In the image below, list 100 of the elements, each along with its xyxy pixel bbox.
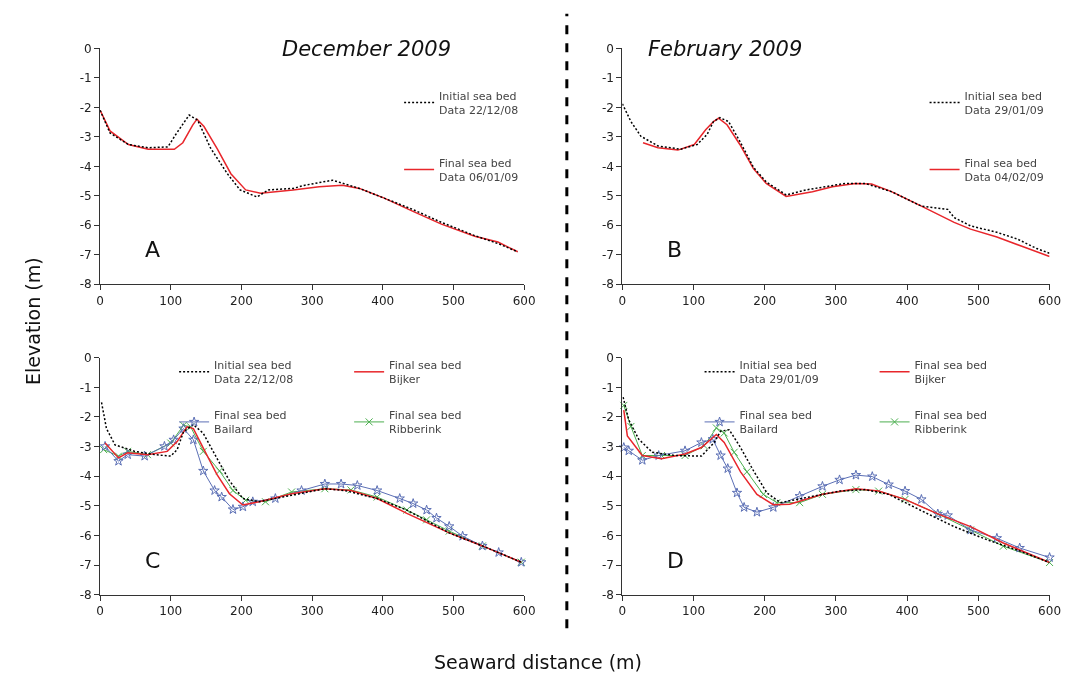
point (751, 506, 763, 517)
point (883, 479, 894, 490)
y-tick-label: -4 (79, 469, 92, 484)
point (422, 515, 431, 524)
point (287, 487, 296, 496)
y-tick-label: -3 (79, 439, 92, 454)
point (991, 532, 1003, 543)
point (122, 449, 133, 460)
point (834, 474, 845, 485)
point (867, 471, 878, 482)
annotation: B (667, 237, 683, 262)
y-tick-label: -6 (79, 528, 92, 543)
point (794, 490, 805, 501)
point (999, 542, 1008, 551)
y-tick-label: -5 (79, 499, 92, 514)
y-tick-label: -6 (601, 528, 614, 543)
x-tick-label: 400 (895, 604, 919, 619)
y-tick-label: 0 (83, 41, 92, 56)
y-tick-label: -6 (79, 218, 92, 233)
legend-label: Final sea bed Data 06/01/09 (439, 156, 519, 184)
x-tick-label: 100 (159, 293, 183, 308)
point (696, 437, 707, 447)
point (296, 485, 307, 495)
legend-label: Final sea bed Ribberink (389, 409, 462, 437)
point (916, 493, 927, 504)
point (215, 466, 224, 475)
point (228, 486, 237, 495)
y-tick-label: -8 (79, 277, 92, 292)
point (237, 501, 249, 512)
y-tick-label: -4 (601, 159, 614, 174)
legend-label: Final sea bed Data 04/02/09 (964, 156, 1044, 184)
y-tick-label: -2 (601, 410, 614, 425)
point (874, 487, 883, 496)
y-tick-label: -1 (601, 71, 614, 86)
y-tick-label: -5 (79, 189, 92, 203)
x-tick-label: 600 (1038, 293, 1062, 308)
point (722, 463, 733, 474)
x-tick-label: 200 (230, 293, 253, 308)
point (99, 440, 111, 451)
y-tick-label: -7 (79, 247, 92, 262)
x-tick-label: 0 (96, 604, 104, 619)
legend-label: Final sea bed Bijker (389, 358, 462, 387)
line-series (642, 117, 1050, 258)
legend-label: Initial sea bed Data 22/12/08 (439, 89, 519, 118)
legend-label: Initial sea bed Data 29/01/09 (964, 89, 1044, 118)
x-tick-label: 500 (442, 604, 465, 619)
point (319, 478, 330, 489)
point (335, 478, 347, 489)
point (114, 452, 123, 461)
x-tick-label: 0 (618, 604, 627, 619)
point (1045, 558, 1054, 567)
y-tick-label: -7 (601, 247, 614, 262)
point (899, 485, 911, 496)
point (618, 442, 629, 452)
y-tick-label: -1 (79, 380, 92, 395)
y-tick-label: -8 (79, 588, 92, 603)
point (638, 451, 647, 460)
y-tick-label: -2 (79, 100, 92, 115)
legend-label: Final sea bed Bailard (214, 409, 287, 437)
point (712, 423, 721, 432)
y-tick-label: -5 (601, 499, 614, 514)
point (421, 504, 432, 515)
x-tick-label: 400 (895, 293, 919, 308)
y-tick-label: -2 (79, 410, 92, 425)
point (261, 497, 270, 506)
y-tick-label: -7 (601, 558, 614, 573)
point (241, 496, 250, 505)
point (139, 450, 150, 461)
x-tick-label: 500 (442, 293, 465, 308)
y-tick-label: -2 (601, 100, 614, 115)
y-tick-label: -1 (79, 71, 92, 86)
x-axis-title: Seaward distance (m) (434, 651, 643, 673)
point (444, 520, 455, 531)
y-tick-label: -3 (601, 439, 614, 454)
point (901, 495, 910, 504)
x-tick-label: 400 (371, 604, 395, 619)
point (394, 493, 405, 503)
y-tick-label: 0 (83, 350, 92, 365)
legend-label: Final sea bed Ribberink (914, 409, 987, 437)
point (720, 428, 729, 437)
point (623, 445, 634, 456)
point (227, 504, 239, 514)
point (1044, 552, 1055, 562)
point (851, 485, 860, 494)
point (457, 530, 468, 541)
legend-label: Final sea bed Bijker (914, 358, 987, 387)
point (113, 455, 124, 466)
point (653, 450, 664, 460)
point (209, 485, 220, 495)
legend-label: Initial sea bed Data 29/01/09 (739, 358, 819, 387)
x-tick-label: 100 (682, 293, 706, 308)
point (742, 467, 751, 476)
point (166, 439, 175, 448)
x-tick-label: 300 (824, 604, 848, 619)
y-tick-label: -8 (601, 588, 614, 603)
y-axis-title: Elevation (m) (22, 257, 45, 385)
point (772, 498, 781, 507)
y-tick-label: 0 (606, 41, 614, 56)
chart-title: December 2009 (282, 37, 452, 61)
point (402, 506, 411, 515)
